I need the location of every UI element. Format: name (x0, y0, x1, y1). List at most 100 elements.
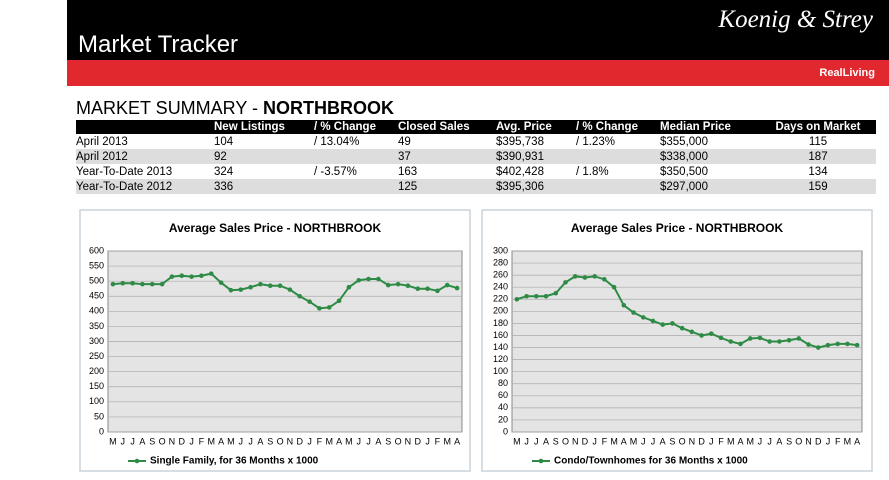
x-tick-label: J (130, 436, 135, 446)
y-tick-label: 100 (89, 396, 104, 406)
y-tick-label: 40 (498, 402, 508, 412)
x-tick-label: J (248, 436, 253, 446)
data-point (218, 280, 224, 285)
x-tick-label: J (758, 436, 763, 446)
y-tick-label: 200 (89, 366, 104, 376)
data-point (297, 293, 303, 299)
data-point (592, 274, 597, 279)
x-tick-label: S (267, 436, 273, 446)
data-point (660, 322, 665, 327)
x-tick-label: A (660, 436, 666, 446)
data-point (534, 293, 539, 299)
table-cell: 324 (214, 165, 234, 178)
x-tick-label: N (287, 436, 294, 446)
header-row: New Listings / % Change Closed Sales Avg. P… (76, 120, 876, 134)
x-tick-label: A (257, 436, 263, 446)
x-tick-label: J (366, 436, 371, 446)
table-cell: $402,428 (496, 165, 544, 178)
data-point (796, 336, 802, 341)
data-point (777, 339, 782, 344)
data-point (326, 305, 332, 310)
data-point (572, 274, 578, 279)
data-point (806, 342, 811, 347)
summary-label: MARKET SUMMARY - (76, 98, 264, 118)
table-cell: / -3.57% (314, 165, 357, 178)
y-tick-label: 0 (99, 426, 104, 436)
data-point (689, 329, 695, 335)
data-point (757, 335, 763, 341)
summary-title: MARKET SUMMARY - NORTHBROOK (76, 98, 394, 119)
data-point (815, 345, 821, 350)
table-cell: 92 (214, 149, 314, 164)
x-tick-label: O (395, 436, 402, 446)
y-tick-label: 160 (493, 330, 508, 340)
data-point (405, 283, 411, 288)
brand: RealLiving (819, 67, 875, 79)
x-tick-label: A (336, 436, 342, 446)
table-cell: / 13.04% (314, 135, 360, 148)
table-cell: $395,306 (496, 179, 576, 194)
x-tick-label: M (109, 436, 117, 446)
x-tick-label: J (709, 436, 714, 446)
x-tick-label: J (534, 436, 539, 446)
y-tick-label: 450 (89, 291, 104, 301)
data-point (425, 286, 430, 292)
data-point (385, 282, 391, 288)
legend-marker (538, 458, 544, 464)
data-point (366, 276, 371, 282)
data-point (346, 284, 352, 290)
summary-table: New Listings / % Change Closed Sales Avg. P… (76, 120, 876, 194)
y-tick-label: 300 (493, 245, 508, 255)
data-point (395, 281, 401, 287)
header-cell: Median Price (660, 120, 760, 134)
data-point (825, 342, 831, 348)
data-point (189, 274, 194, 279)
data-point (120, 280, 126, 286)
table-cell: $350,500 (660, 165, 708, 178)
data-point (524, 293, 529, 299)
table-cell: April 2013 (76, 135, 128, 148)
x-tick-label: M (227, 436, 235, 446)
y-tick-label: 20 (498, 414, 508, 424)
table-row: April 2012 92 37 $390,931 $338,000 187 (76, 149, 876, 164)
x-tick-label: N (405, 436, 412, 446)
data-point (631, 310, 636, 315)
data-point (130, 280, 135, 286)
x-tick-label: A (139, 436, 145, 446)
y-tick-label: 550 (89, 260, 104, 270)
data-point (277, 283, 283, 288)
header-cell (76, 120, 214, 134)
x-tick-label: A (375, 436, 381, 446)
x-tick-label: D (815, 436, 822, 446)
table-cell: 37 (398, 149, 496, 164)
data-point (709, 331, 714, 336)
x-tick-label: F (317, 436, 323, 446)
header-bar (67, 0, 889, 60)
data-point (621, 303, 627, 308)
header-cell: New Listings (214, 120, 314, 134)
x-tick-label: M (844, 436, 852, 446)
x-tick-label: M (326, 436, 334, 446)
data-point (199, 273, 204, 279)
data-point (640, 315, 646, 320)
x-tick-label: J (524, 436, 529, 446)
data-point (650, 318, 656, 324)
x-tick-label: N (169, 436, 176, 446)
table-row: Year-To-Date 2013 324 / -3.57% 163 $402,428 /… (76, 164, 876, 179)
y-tick-label: 260 (493, 270, 508, 280)
data-point (602, 277, 607, 282)
x-tick-label: J (307, 436, 312, 446)
data-point (307, 299, 312, 304)
table-cell: 336 (214, 179, 314, 194)
x-tick-label: N (572, 436, 579, 446)
chart-title: Average Sales Price - NORTHBROOK (571, 221, 784, 235)
x-tick-label: N (689, 436, 696, 446)
y-tick-label: 200 (493, 306, 508, 316)
x-tick-label: S (385, 436, 391, 446)
x-tick-label: A (776, 436, 782, 446)
header-cell: / % Change (314, 120, 398, 134)
data-point (267, 283, 273, 288)
y-tick-label: 220 (493, 294, 508, 304)
